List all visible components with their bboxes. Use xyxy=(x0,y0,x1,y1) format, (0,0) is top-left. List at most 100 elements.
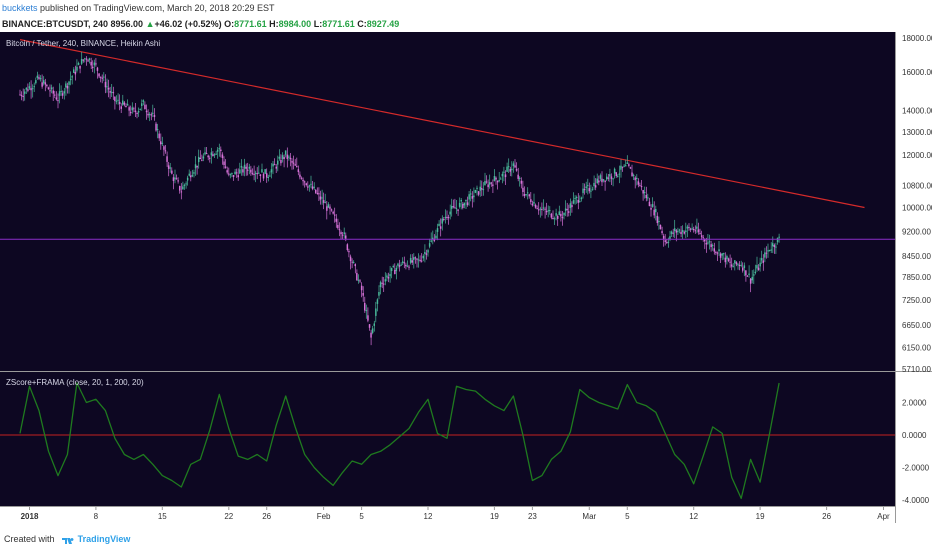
candle[interactable] xyxy=(602,179,605,181)
candle[interactable] xyxy=(24,91,26,94)
candle[interactable] xyxy=(653,209,655,216)
candle[interactable] xyxy=(481,188,483,190)
candle[interactable] xyxy=(417,259,420,261)
candle[interactable] xyxy=(536,208,538,210)
candle[interactable] xyxy=(492,184,494,186)
candle[interactable] xyxy=(277,160,279,165)
candle[interactable] xyxy=(607,177,610,179)
candle[interactable] xyxy=(485,181,488,183)
candle[interactable] xyxy=(685,230,687,233)
candle[interactable] xyxy=(283,157,285,159)
candle[interactable] xyxy=(46,85,48,87)
candle[interactable] xyxy=(642,190,644,194)
candle[interactable] xyxy=(689,228,692,230)
candle[interactable] xyxy=(234,171,236,175)
candle[interactable] xyxy=(284,150,287,155)
candle[interactable] xyxy=(251,172,254,174)
candle[interactable] xyxy=(753,274,755,276)
candle[interactable] xyxy=(438,223,440,226)
candle[interactable] xyxy=(114,96,116,101)
candle[interactable] xyxy=(308,185,311,187)
candle[interactable] xyxy=(278,156,281,159)
candle[interactable] xyxy=(756,265,758,269)
candle[interactable] xyxy=(778,236,780,238)
candle[interactable] xyxy=(587,185,589,187)
candle[interactable] xyxy=(697,229,700,233)
candle[interactable] xyxy=(473,195,475,198)
candle[interactable] xyxy=(715,251,717,253)
candle[interactable] xyxy=(411,260,414,263)
candle[interactable] xyxy=(152,112,154,114)
candle[interactable] xyxy=(254,172,257,174)
candle[interactable] xyxy=(239,169,241,174)
candle[interactable] xyxy=(155,123,157,131)
candle[interactable] xyxy=(82,59,85,61)
candle[interactable] xyxy=(153,114,156,117)
candle[interactable] xyxy=(414,257,417,259)
candle[interactable] xyxy=(699,232,701,234)
candle[interactable] xyxy=(84,58,86,60)
candle[interactable] xyxy=(38,77,40,79)
candle[interactable] xyxy=(256,173,259,175)
candle[interactable] xyxy=(77,63,80,65)
candle[interactable] xyxy=(549,210,551,212)
candle[interactable] xyxy=(745,270,747,276)
candle[interactable] xyxy=(340,232,342,235)
candle[interactable] xyxy=(115,100,118,102)
candle[interactable] xyxy=(522,187,524,192)
candle[interactable] xyxy=(332,211,334,214)
candle[interactable] xyxy=(737,264,739,266)
candle[interactable] xyxy=(163,146,165,150)
candle[interactable] xyxy=(92,66,94,69)
candle[interactable] xyxy=(98,73,100,77)
candle[interactable] xyxy=(618,173,621,175)
candle[interactable] xyxy=(300,177,303,179)
candle[interactable] xyxy=(531,203,534,206)
candle[interactable] xyxy=(743,265,746,268)
candle[interactable] xyxy=(36,75,39,78)
candle[interactable] xyxy=(416,258,418,260)
candle[interactable] xyxy=(198,156,200,163)
candle[interactable] xyxy=(25,87,28,90)
candle[interactable] xyxy=(242,169,244,173)
candle[interactable] xyxy=(609,174,611,177)
candle[interactable] xyxy=(221,154,224,159)
candle[interactable] xyxy=(514,165,516,168)
candle[interactable] xyxy=(718,249,720,252)
candle[interactable] xyxy=(647,197,649,199)
candle[interactable] xyxy=(103,76,105,78)
candle[interactable] xyxy=(547,210,550,212)
candle[interactable] xyxy=(43,80,45,84)
candle[interactable] xyxy=(133,108,135,110)
candle[interactable] xyxy=(515,169,518,171)
candle[interactable] xyxy=(397,263,399,266)
candle[interactable] xyxy=(216,149,219,152)
candle[interactable] xyxy=(683,231,686,234)
candle[interactable] xyxy=(359,280,361,282)
candle[interactable] xyxy=(281,155,284,160)
candle[interactable] xyxy=(686,226,689,229)
candle[interactable] xyxy=(47,87,50,90)
candle[interactable] xyxy=(389,274,391,277)
candle[interactable] xyxy=(253,174,255,175)
candle[interactable] xyxy=(188,173,191,176)
candle[interactable] xyxy=(403,262,406,264)
candle[interactable] xyxy=(462,204,464,208)
candle[interactable] xyxy=(232,175,235,177)
candle[interactable] xyxy=(594,185,597,188)
candle[interactable] xyxy=(167,165,170,169)
candle[interactable] xyxy=(451,206,453,209)
candle[interactable] xyxy=(171,170,173,174)
candle[interactable] xyxy=(702,237,704,239)
candle[interactable] xyxy=(305,183,308,185)
candle[interactable] xyxy=(299,174,301,178)
candle[interactable] xyxy=(326,206,328,211)
candle[interactable] xyxy=(156,129,159,130)
candle[interactable] xyxy=(378,292,380,296)
candle[interactable] xyxy=(563,213,565,216)
candle[interactable] xyxy=(362,293,364,296)
candle[interactable] xyxy=(691,228,693,230)
candle[interactable] xyxy=(661,231,663,234)
candle[interactable] xyxy=(621,166,624,168)
candle[interactable] xyxy=(553,218,556,220)
